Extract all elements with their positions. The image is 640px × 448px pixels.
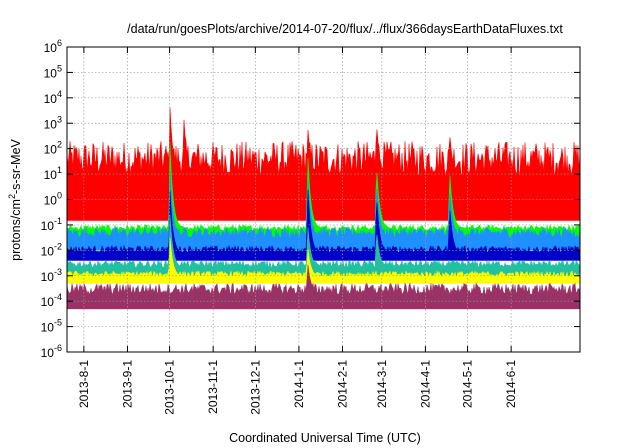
y-tick-label: 105 (44, 63, 62, 80)
y-tick-label: 100 (44, 191, 62, 208)
y-tick-labels: 10-6 10-5 10-4 10-3 10-2 10-1 100 101 102 103 104 1… (41, 38, 62, 360)
y-axis-label-exponent: 2 (7, 194, 17, 199)
chart-title: /data/run/goesPlots/archive/2014-07-20/f… (127, 22, 563, 36)
series-1-band (66, 107, 581, 221)
x-tick-label: 2013-10-1 (163, 360, 177, 415)
y-tick-label: 10-6 (41, 343, 62, 360)
y-tick-label: 10-4 (41, 292, 62, 309)
x-tick-label: 2014-5-1 (461, 360, 475, 408)
y-tick-label: 10-3 (41, 267, 62, 284)
y-tick-label: 106 (44, 38, 62, 55)
x-tick-label: 2014-1-1 (292, 360, 306, 408)
x-tick-label: 2014-3-1 (375, 360, 389, 408)
y-tick-label: 101 (44, 165, 62, 182)
x-tick-label: 2013-9-1 (120, 360, 134, 408)
y-tick-label: 10-5 (41, 318, 62, 335)
y-tick-label: 103 (44, 114, 62, 131)
y-tick-label: 10-2 (41, 241, 62, 258)
x-tick-label: 2013-8-1 (77, 360, 91, 408)
x-tick-label: 2013-12-1 (248, 360, 262, 415)
y-axis-label-main: protons/cm (9, 199, 23, 261)
series-layer (66, 107, 581, 310)
series-7-band (66, 264, 581, 310)
y-tick-label: 10-1 (41, 216, 62, 233)
x-tick-label: 2014-4-1 (418, 360, 432, 408)
series-4-band (66, 189, 581, 261)
x-axis-label: Coordinated Universal Time (UTC) (229, 431, 421, 445)
plot-frame (66, 46, 581, 353)
y-axis-label: protons/cm2-s-sr-MeV (7, 138, 23, 260)
x-tick-label: 2014-6-1 (504, 360, 518, 408)
x-tick-label: 2013-11-1 (206, 360, 220, 414)
y-tick-label: 104 (44, 89, 62, 106)
y-axis-label-tail: -s-sr-MeV (9, 138, 23, 194)
y-tick-label: 102 (44, 140, 62, 157)
x-tick-label: 2014-2-1 (336, 360, 350, 408)
x-tick-labels: 2013-8-1 2013-9-1 2013-10-1 2013-11-1 2013-1… (77, 360, 518, 415)
